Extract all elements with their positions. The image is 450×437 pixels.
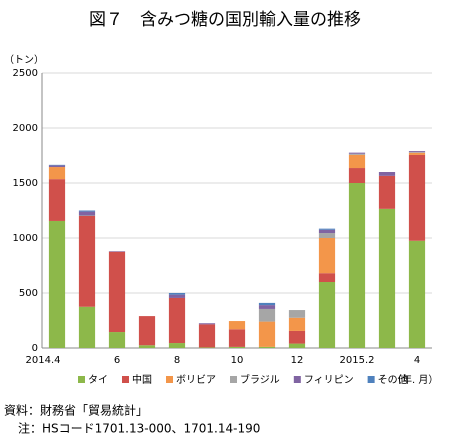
bar-segment	[378, 175, 396, 209]
bar-segment	[378, 172, 396, 176]
legend-swatch	[166, 376, 173, 383]
bar-segment	[78, 306, 96, 348]
bar-segment	[168, 293, 186, 295]
bar-segment	[348, 168, 366, 183]
source-note: 資料：財務省「貿易統計」	[4, 403, 148, 418]
bar-segment	[318, 228, 336, 230]
bar-segment	[408, 152, 426, 153]
bar-segment	[198, 324, 216, 348]
x-tick-label: 10	[231, 355, 244, 366]
x-tick-label: 2014.4	[26, 355, 61, 366]
bar-segment	[258, 305, 276, 309]
bar-segment	[48, 167, 66, 180]
bar-segment	[288, 343, 306, 348]
bar-segment	[258, 308, 276, 322]
x-tick-label: 8	[174, 355, 180, 366]
legend-label: タイ	[88, 374, 108, 386]
bar-segment	[408, 240, 426, 348]
y-tick-label: 0	[32, 343, 38, 354]
legend-label: フィリピン	[304, 374, 354, 386]
legend-label: ブラジル	[240, 373, 280, 386]
legend-label: ボリビア	[176, 374, 216, 386]
bar-segment	[288, 317, 306, 331]
bar-segment	[348, 154, 366, 169]
bar-segment	[78, 215, 96, 216]
bar-segment	[78, 216, 96, 307]
y-tick-label: 1500	[13, 178, 38, 189]
x-tick-label: 12	[291, 355, 304, 366]
bar-segment	[138, 345, 156, 348]
bar-segment	[198, 347, 216, 348]
bar-segment	[108, 251, 126, 333]
bar-segment	[408, 151, 426, 153]
x-tick-label: 6	[114, 355, 120, 366]
bar-segment	[318, 229, 336, 234]
bar-segment	[138, 316, 156, 346]
x-tick-label: 2015.2	[340, 355, 375, 366]
legend-swatch	[293, 376, 301, 383]
legend-label: 中国	[132, 373, 152, 386]
bar-segment	[348, 183, 366, 348]
bar-segment	[348, 152, 366, 154]
legend-swatch	[230, 376, 237, 383]
bar-segment	[408, 152, 426, 155]
bar-segment	[348, 153, 366, 155]
y-tick-label: 2500	[13, 68, 38, 79]
y-tick-label: 1000	[13, 233, 38, 244]
bar-segment	[48, 164, 66, 166]
bar-segment	[78, 210, 96, 212]
legend-swatch	[367, 376, 375, 383]
bar-segment	[168, 294, 186, 298]
bar-segment	[318, 233, 336, 238]
y-axis-label: （トン）	[4, 54, 44, 66]
y-tick-label: 2000	[13, 123, 38, 134]
x-axis-label: （年. 月）	[392, 373, 438, 386]
bar-segment	[288, 310, 306, 318]
bar-segment	[228, 321, 246, 330]
bar-segment	[258, 321, 276, 347]
bar-segment	[78, 211, 96, 216]
bar-segment	[318, 282, 336, 348]
footnote: 注：HSコード1701.13-000、1701.14-190	[18, 421, 260, 436]
bar-segment	[168, 297, 186, 344]
bar-segment	[318, 273, 336, 282]
bar-segment	[228, 329, 246, 347]
y-tick-label: 500	[19, 288, 38, 299]
bar-segment	[318, 238, 336, 274]
bar-segment	[48, 220, 66, 348]
legend-swatch	[122, 376, 129, 383]
bar-segment	[258, 346, 276, 348]
legend-swatch	[78, 376, 85, 383]
x-tick-label: 4	[414, 355, 420, 366]
bar-segment	[198, 323, 216, 325]
chart-title: 図７ 含みつ糖の国別輸入量の推移	[89, 10, 361, 30]
bar-segment	[108, 332, 126, 348]
bar-segment	[288, 330, 306, 344]
bar-segment	[378, 208, 396, 348]
bar-segment	[408, 154, 426, 241]
legend-label: その他	[378, 373, 408, 386]
bar-segment	[258, 302, 276, 306]
bar-segment	[48, 179, 66, 221]
bar-segment	[228, 346, 246, 348]
bar-segment	[48, 165, 66, 168]
bar-segment	[108, 251, 126, 252]
bar-segment	[168, 343, 186, 348]
